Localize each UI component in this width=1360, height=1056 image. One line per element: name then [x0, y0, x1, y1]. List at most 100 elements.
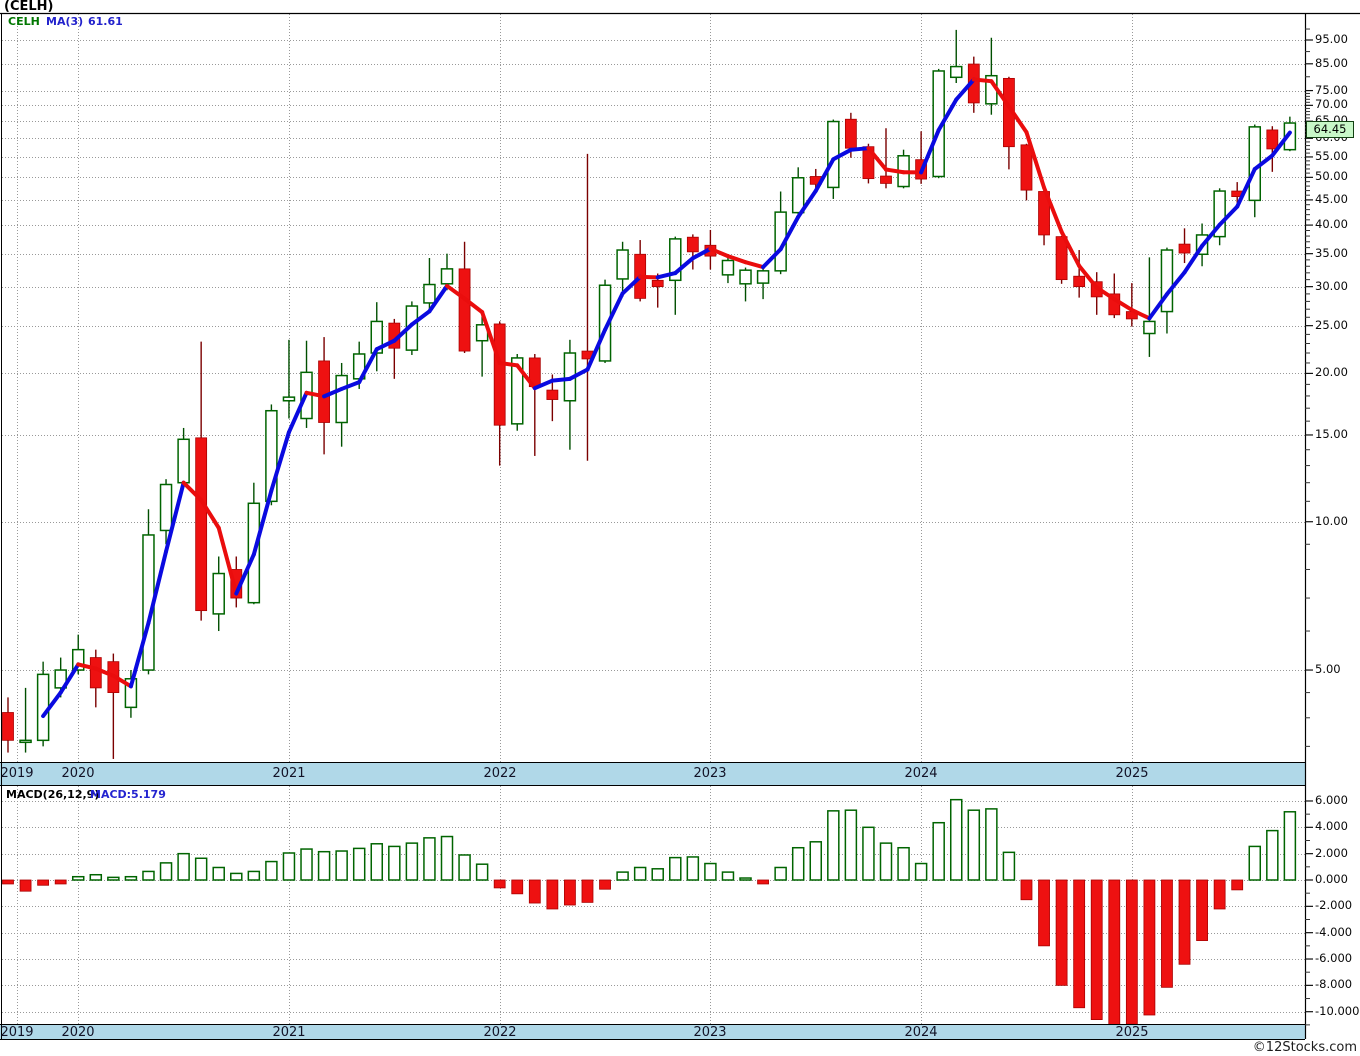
ma-line-segment [216, 525, 239, 596]
macd-bar-negative [1108, 879, 1121, 1026]
candle-body [177, 438, 190, 484]
ma-line-segment [392, 322, 414, 343]
candle-body [827, 120, 840, 189]
candle-body [54, 669, 67, 689]
ma-line-segment [1112, 297, 1134, 312]
ma-line-segment [409, 309, 432, 327]
macd-bar-negative [546, 879, 559, 910]
ma-line-segment [480, 310, 502, 365]
ma-line-segment [286, 390, 309, 435]
ma-line-segment [1200, 222, 1222, 248]
macd-bar-positive [388, 845, 401, 881]
macd-bar-positive [230, 872, 243, 881]
candle-body [335, 374, 348, 424]
candle-body [1266, 129, 1279, 150]
ma-line-segment [585, 327, 608, 372]
price-axis-label: 35.00 [1315, 246, 1348, 260]
macd-year-label: 2019 [0, 1025, 34, 1040]
ma-line-segment [1042, 185, 1064, 234]
ma-line-segment [374, 338, 397, 352]
candle-body [1178, 243, 1191, 254]
candle-body [669, 238, 682, 282]
price-axis-label: 20.00 [1315, 365, 1348, 379]
candle-body [89, 657, 102, 689]
candle-body [1160, 249, 1174, 313]
macd-axis-label: -4.000 [1315, 925, 1353, 939]
ma-line-segment [93, 666, 116, 678]
macd-axis-label: 0.000 [1315, 872, 1348, 886]
macd-year-label: 2022 [483, 1025, 517, 1040]
candle-body [36, 673, 50, 742]
candle-body [159, 483, 173, 532]
ma-line-segment [884, 167, 906, 175]
macd-bar-positive [335, 850, 348, 881]
macd-bar-positive [370, 843, 384, 881]
price-axis-label: 40.00 [1315, 217, 1348, 231]
macd-bar-negative [1055, 879, 1068, 986]
ma-line-segment [515, 363, 537, 391]
macd-bar-positive [440, 835, 454, 881]
price-year-label: 2021 [272, 766, 306, 781]
candle-body [791, 177, 805, 214]
ma-line-segment [251, 488, 274, 557]
macd-bar-positive [1248, 845, 1262, 881]
candle-body [195, 437, 208, 612]
macd-bar-positive [651, 868, 664, 881]
ma-line-segment [339, 380, 362, 391]
macd-value-label: MACD:5.179 [90, 788, 166, 801]
price-year-label: 2024 [904, 766, 938, 781]
macd-xaxis-band [0, 1025, 1305, 1039]
ma-line-segment [1094, 285, 1117, 302]
ma-line-segment [304, 390, 327, 399]
price-axis-label: 70.00 [1315, 97, 1348, 111]
page-title: (CELH) [4, 0, 54, 14]
macd-bar-negative [1196, 879, 1208, 941]
candle-body [1283, 122, 1297, 151]
macd-bar-negative [1213, 879, 1226, 910]
candle-body [265, 409, 278, 503]
candle-body [124, 678, 138, 709]
ma-line-segment [1024, 130, 1047, 190]
macd-bar-negative [493, 879, 506, 889]
ma-line-segment [743, 260, 766, 270]
ma-line-segment [445, 283, 467, 301]
ma-line-segment [673, 256, 695, 276]
ma-line-segment [708, 246, 730, 259]
macd-bar-negative [37, 879, 50, 886]
macd-axis-label: -2.000 [1315, 898, 1353, 912]
macd-bar-positive [300, 848, 313, 881]
ma-line-segment [848, 146, 871, 152]
macd-bar-positive [844, 809, 858, 881]
macd-bar-positive [879, 842, 893, 881]
ma-line-segment [427, 283, 449, 314]
candle-body [493, 323, 506, 426]
candle-body [423, 283, 436, 304]
macd-bar-positive [669, 856, 682, 881]
ma-line-segment [1147, 292, 1169, 321]
macd-axis-label: -10.000 [1315, 1004, 1360, 1018]
legend-ma-value: 61.61 [88, 15, 123, 28]
macd-bar-positive [107, 876, 120, 881]
price-year-label: 2025 [1115, 766, 1149, 781]
price-axis-label: 55.00 [1315, 149, 1348, 163]
candle-body [2, 712, 14, 741]
price-axis-label: 45.00 [1315, 192, 1348, 206]
macd-bar-positive [317, 850, 331, 881]
price-year-label: 2022 [483, 766, 517, 781]
ma-line-segment [357, 347, 379, 385]
price-axis-label: 10.00 [1315, 514, 1348, 528]
ma-line-segment [111, 673, 133, 689]
macd-year-label: 2023 [693, 1025, 727, 1040]
macd-axis-label: -8.000 [1315, 977, 1353, 991]
candle-body [686, 236, 699, 253]
candle-body [651, 279, 664, 288]
macd-axis-label: 2.000 [1315, 846, 1348, 860]
macd-bar-positive [282, 852, 296, 881]
candle-body [510, 357, 524, 425]
ma-line-segment [989, 79, 1011, 109]
macd-bar-negative [2, 879, 14, 885]
ma-line-segment [778, 214, 801, 252]
candle-body [458, 268, 471, 352]
macd-bar-positive [932, 821, 945, 881]
